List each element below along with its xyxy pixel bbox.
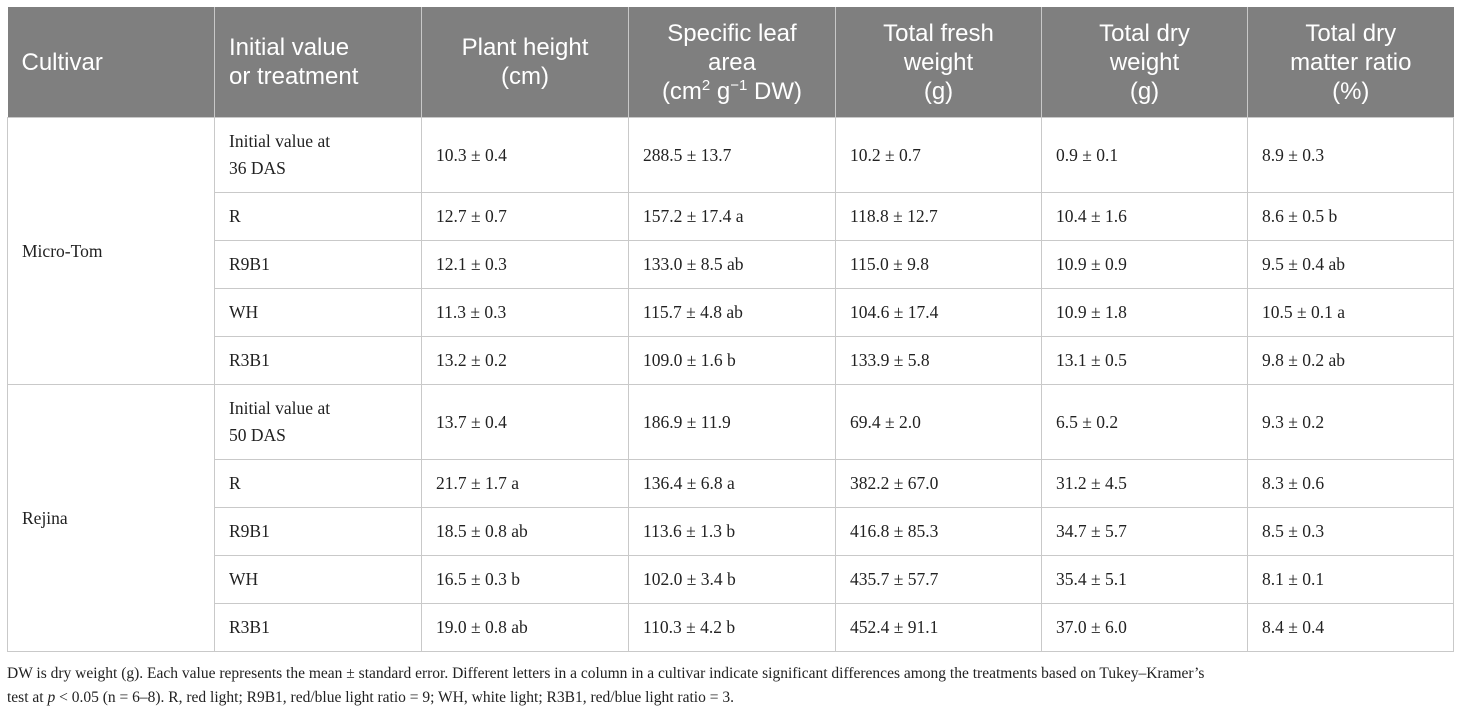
treatment-cell: Initial value at 36 DAS — [214, 117, 422, 193]
footnote-line-1: DW is dry weight (g). Each value represe… — [7, 665, 1205, 682]
fresh-weight-cell: 115.0 ± 9.8 — [835, 240, 1042, 289]
header-plant-height: Plant height (cm) — [421, 7, 629, 118]
table-row: R 21.7 ± 1.7 a 136.4 ± 6.8 a 382.2 ± 67.… — [8, 459, 1454, 508]
dry-weight-cell: 13.1 ± 0.5 — [1041, 336, 1248, 385]
dry-matter-ratio-cell: 8.6 ± 0.5 b — [1247, 192, 1454, 241]
fresh-weight-cell: 104.6 ± 17.4 — [835, 288, 1042, 337]
plant-height-cell: 18.5 ± 0.8 ab — [421, 507, 629, 556]
sla-cell: 157.2 ± 17.4 a — [628, 192, 836, 241]
header-treatment: Initial value or treatment — [214, 7, 422, 118]
header-cultivar: Cultivar — [7, 7, 215, 118]
table-row: R9B1 18.5 ± 0.8 ab 113.6 ± 1.3 b 416.8 ±… — [8, 507, 1454, 556]
table-header: Cultivar Initial value or treatment Plant… — [7, 7, 1454, 118]
plant-height-cell: 13.7 ± 0.4 — [421, 384, 629, 460]
treatment-cell: WH — [214, 288, 422, 337]
sla-cell: 133.0 ± 8.5 ab — [628, 240, 836, 289]
header-total-fresh-weight: Total fresh weight (g) — [835, 7, 1042, 118]
dry-weight-cell: 0.9 ± 0.1 — [1041, 117, 1248, 193]
sla-cell: 110.3 ± 4.2 b — [628, 603, 836, 652]
fresh-weight-cell: 416.8 ± 85.3 — [835, 507, 1042, 556]
treatment-cell: R — [214, 459, 422, 508]
dry-weight-cell: 10.4 ± 1.6 — [1041, 192, 1248, 241]
sla-cell: 109.0 ± 1.6 b — [628, 336, 836, 385]
plant-height-cell: 19.0 ± 0.8 ab — [421, 603, 629, 652]
dry-weight-cell: 31.2 ± 4.5 — [1041, 459, 1248, 508]
treatment-cell: R3B1 — [214, 336, 422, 385]
sla-cell: 113.6 ± 1.3 b — [628, 507, 836, 556]
dry-weight-cell: 35.4 ± 5.1 — [1041, 555, 1248, 604]
plant-height-cell: 10.3 ± 0.4 — [421, 117, 629, 193]
table-row: WH 11.3 ± 0.3 115.7 ± 4.8 ab 104.6 ± 17.… — [8, 288, 1454, 337]
header-total-dry-matter-ratio: Total dry matter ratio (%) — [1247, 7, 1454, 118]
sla-cell: 136.4 ± 6.8 a — [628, 459, 836, 508]
treatment-cell: R3B1 — [214, 603, 422, 652]
table-row: R3B1 13.2 ± 0.2 109.0 ± 1.6 b 133.9 ± 5.… — [8, 336, 1454, 385]
plant-height-cell: 11.3 ± 0.3 — [421, 288, 629, 337]
sla-cell: 115.7 ± 4.8 ab — [628, 288, 836, 337]
cultivar-cell: Micro-Tom — [7, 117, 215, 385]
table-row: Rejina Initial value at 50 DAS 13.7 ± 0.4… — [7, 384, 1454, 652]
treatment-cell: R — [214, 192, 422, 241]
table-footnote: DW is dry weight (g). Each value represe… — [7, 662, 1453, 710]
dry-weight-cell: 34.7 ± 5.7 — [1041, 507, 1248, 556]
plant-height-cell: 12.1 ± 0.3 — [421, 240, 629, 289]
sla-cell: 288.5 ± 13.7 — [628, 117, 836, 193]
fresh-weight-cell: 133.9 ± 5.8 — [835, 336, 1042, 385]
treatment-cell: Initial value at 50 DAS — [214, 384, 422, 460]
dry-matter-ratio-cell: 8.5 ± 0.3 — [1247, 507, 1454, 556]
table-row: R 12.7 ± 0.7 157.2 ± 17.4 a 118.8 ± 12.7… — [8, 192, 1454, 241]
fresh-weight-cell: 452.4 ± 91.1 — [835, 603, 1042, 652]
header-specific-leaf-area: Specific leaf area (cm2 g−1 DW) — [628, 7, 836, 118]
table-row: WH 16.5 ± 0.3 b 102.0 ± 3.4 b 435.7 ± 57… — [8, 555, 1454, 604]
table-row: R3B1 19.0 ± 0.8 ab 110.3 ± 4.2 b 452.4 ±… — [8, 603, 1454, 652]
dry-weight-cell: 37.0 ± 6.0 — [1041, 603, 1248, 652]
results-table-container: Cultivar Initial value or treatment Plant… — [7, 7, 1454, 652]
dry-matter-ratio-cell: 9.8 ± 0.2 ab — [1247, 336, 1454, 385]
fresh-weight-cell: 435.7 ± 57.7 — [835, 555, 1042, 604]
fresh-weight-cell: 118.8 ± 12.7 — [835, 192, 1042, 241]
table-body: Micro-Tom Initial value at 36 DAS 10.3 ± … — [7, 117, 1454, 652]
table-row: Micro-Tom Initial value at 36 DAS 10.3 ± … — [7, 117, 1454, 385]
dry-matter-ratio-cell: 8.1 ± 0.1 — [1247, 555, 1454, 604]
dry-matter-ratio-cell: 8.9 ± 0.3 — [1247, 117, 1454, 193]
sla-cell: 102.0 ± 3.4 b — [628, 555, 836, 604]
header-total-dry-weight: Total dry weight (g) — [1041, 7, 1248, 118]
footnote-line-2: test at p < 0.05 (n = 6–8). R, red light… — [7, 689, 734, 706]
dry-matter-ratio-cell: 10.5 ± 0.1 a — [1247, 288, 1454, 337]
dry-weight-cell: 6.5 ± 0.2 — [1041, 384, 1248, 460]
table-row: R9B1 12.1 ± 0.3 133.0 ± 8.5 ab 115.0 ± 9… — [8, 240, 1454, 289]
dry-matter-ratio-cell: 8.4 ± 0.4 — [1247, 603, 1454, 652]
fresh-weight-cell: 382.2 ± 67.0 — [835, 459, 1042, 508]
dry-matter-ratio-cell: 8.3 ± 0.6 — [1247, 459, 1454, 508]
plant-height-cell: 12.7 ± 0.7 — [421, 192, 629, 241]
fresh-weight-cell: 10.2 ± 0.7 — [835, 117, 1042, 193]
growth-results-table: Cultivar Initial value or treatment Plant… — [7, 7, 1454, 652]
sla-cell: 186.9 ± 11.9 — [628, 384, 836, 460]
fresh-weight-cell: 69.4 ± 2.0 — [835, 384, 1042, 460]
plant-height-cell: 13.2 ± 0.2 — [421, 336, 629, 385]
plant-height-cell: 16.5 ± 0.3 b — [421, 555, 629, 604]
dry-matter-ratio-cell: 9.3 ± 0.2 — [1247, 384, 1454, 460]
treatment-cell: R9B1 — [214, 507, 422, 556]
dry-weight-cell: 10.9 ± 0.9 — [1041, 240, 1248, 289]
cultivar-cell: Rejina — [7, 384, 215, 652]
dry-matter-ratio-cell: 9.5 ± 0.4 ab — [1247, 240, 1454, 289]
plant-height-cell: 21.7 ± 1.7 a — [421, 459, 629, 508]
dry-weight-cell: 10.9 ± 1.8 — [1041, 288, 1248, 337]
treatment-cell: WH — [214, 555, 422, 604]
treatment-cell: R9B1 — [214, 240, 422, 289]
